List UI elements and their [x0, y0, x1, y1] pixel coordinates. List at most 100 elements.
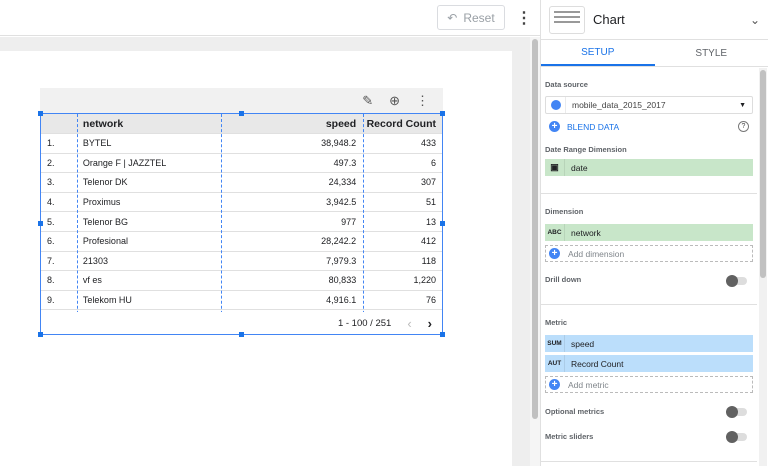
- row-index: 4.: [47, 197, 55, 208]
- data-source-select[interactable]: mobile_data_2015_2017 ▼: [545, 96, 753, 114]
- optional-metrics-toggle[interactable]: [726, 406, 747, 418]
- record-count-cell: 13: [425, 216, 436, 227]
- speed-cell: 4,916.1: [326, 295, 357, 306]
- table-row[interactable]: 7. 21303 7,979.3 118: [41, 252, 442, 272]
- network-cell: 21303: [82, 255, 108, 266]
- panel-header: Chart ⌄: [541, 0, 768, 40]
- more-options-icon[interactable]: ⋮: [516, 10, 532, 27]
- optional-metrics-label: Optional metrics: [545, 407, 605, 416]
- metric-label: Metric: [545, 318, 568, 327]
- prev-page-icon[interactable]: ‹: [407, 315, 412, 331]
- metric-chip-record-count[interactable]: AUT Record Count: [545, 355, 753, 372]
- drill-down-toggle[interactable]: [726, 275, 747, 287]
- data-source-icon: [546, 97, 566, 113]
- table-row[interactable]: 1. BYTEL 38,948.2 433: [41, 134, 442, 154]
- table-row[interactable]: 9. Telekom HU 4,916.1 76: [41, 291, 442, 311]
- edit-pencil-icon[interactable]: ✎: [362, 92, 374, 108]
- network-cell: BYTEL: [82, 138, 112, 149]
- speed-cell: 24,334: [328, 177, 357, 188]
- chart-toolbar: ✎ ⊕ ⋮: [40, 88, 443, 113]
- table-row[interactable]: 4. Proximus 3,942.5 51: [41, 193, 442, 213]
- next-page-icon[interactable]: ›: [427, 315, 432, 331]
- header-speed[interactable]: speed: [325, 117, 357, 130]
- panel-scrollbar[interactable]: [759, 68, 767, 466]
- speed-cell: 3,942.5: [326, 197, 357, 208]
- calendar-icon: ▣: [545, 159, 565, 176]
- network-cell: Proximus: [82, 197, 121, 208]
- undo-icon: ↶: [447, 10, 458, 25]
- row-index: 6.: [47, 236, 55, 247]
- record-count-cell: 76: [425, 295, 436, 306]
- tab-setup[interactable]: SETUP: [541, 40, 655, 66]
- canvas-scrollbar[interactable]: [530, 37, 540, 466]
- reset-button[interactable]: ↶ Reset: [437, 5, 505, 30]
- aggregation-sum-icon: SUM: [545, 335, 565, 352]
- setup-pane: Data source mobile_data_2015_2017 ▼ + BL…: [541, 68, 757, 466]
- record-count-cell: 1,220: [413, 275, 436, 286]
- tab-style[interactable]: STYLE: [695, 47, 728, 59]
- chart-menu-icon[interactable]: ⋮: [416, 92, 429, 108]
- blend-data-button[interactable]: + BLEND DATA: [549, 121, 619, 132]
- row-index: 1.: [47, 138, 55, 149]
- plus-icon: +: [549, 379, 560, 390]
- dimension-label: Dimension: [545, 207, 584, 216]
- speed-cell: 80,833: [328, 275, 357, 286]
- page-range: 1 - 100 / 251: [337, 317, 392, 329]
- panel-title: Chart: [593, 12, 625, 27]
- table-chart-icon[interactable]: [549, 5, 585, 34]
- row-index: 3.: [47, 177, 55, 188]
- table-row[interactable]: 5. Telenor BG 977 13: [41, 212, 442, 232]
- record-count-cell: 118: [421, 255, 436, 266]
- header-network[interactable]: network: [82, 117, 124, 130]
- table-row[interactable]: 2. Orange F | JAZZTEL 497.3 6: [41, 154, 442, 174]
- date-range-label: Date Range Dimension: [545, 145, 627, 154]
- metric-sliders-toggle[interactable]: [726, 431, 747, 443]
- header-record-count[interactable]: Record Count: [366, 117, 436, 130]
- add-metric-button[interactable]: + Add metric: [545, 376, 753, 393]
- metric-sliders-label: Metric sliders: [545, 432, 594, 441]
- network-cell: Orange F | JAZZTEL: [82, 157, 167, 168]
- speed-cell: 28,242.2: [321, 236, 357, 247]
- date-range-chip[interactable]: ▣ date: [545, 159, 753, 176]
- metric-chip-speed[interactable]: SUM speed: [545, 335, 753, 352]
- drill-down-label: Drill down: [545, 275, 582, 284]
- properties-panel: Chart ⌄ SETUP STYLE Data source mobile_d…: [540, 0, 768, 466]
- plus-icon: +: [549, 248, 560, 259]
- row-index: 7.: [47, 255, 55, 266]
- record-count-cell: 307: [420, 177, 436, 188]
- table-header-row: network speed Record Count: [41, 114, 442, 134]
- zoom-explore-icon[interactable]: ⊕: [389, 92, 400, 108]
- add-dimension-button[interactable]: + Add dimension: [545, 245, 753, 262]
- network-cell: vf es: [82, 275, 102, 286]
- row-index: 5.: [47, 216, 55, 227]
- table-row[interactable]: 8. vf es 80,833 1,220: [41, 271, 442, 291]
- top-toolbar: ↶ Reset ⋮: [0, 0, 540, 36]
- pagination: 1 - 100 / 251 ‹ ›: [41, 312, 442, 334]
- aggregation-auto-icon: AUT: [545, 355, 565, 372]
- network-cell: Profesional: [82, 236, 128, 247]
- table-row[interactable]: 3. Telenor DK 24,334 307: [41, 173, 442, 193]
- record-count-cell: 6: [430, 157, 436, 168]
- row-index: 2.: [47, 157, 55, 168]
- dropdown-arrow-icon: ▼: [739, 101, 746, 109]
- record-count-cell: 412: [420, 236, 436, 247]
- speed-cell: 7,979.3: [326, 255, 357, 266]
- row-index: 8.: [47, 275, 55, 286]
- network-cell: Telenor BG: [82, 216, 128, 227]
- speed-cell: 38,948.2: [321, 138, 357, 149]
- text-type-icon: ABC: [545, 224, 565, 241]
- table-frame: network speed Record Count 1. BYTEL 38,948…: [40, 113, 443, 335]
- network-cell: Telekom HU: [82, 295, 132, 306]
- help-icon[interactable]: ?: [738, 121, 749, 132]
- record-count-cell: 433: [420, 138, 436, 149]
- table-row[interactable]: 6. Profesional 28,242.2 412: [41, 232, 442, 252]
- record-count-cell: 51: [425, 197, 436, 208]
- speed-cell: 977: [341, 216, 357, 227]
- row-index: 9.: [47, 295, 55, 306]
- table-chart[interactable]: ✎ ⊕ ⋮ network speed Record Count 1. BYTEL…: [38, 88, 445, 337]
- chevron-down-icon[interactable]: ⌄: [749, 12, 760, 27]
- data-source-label: Data source: [545, 80, 588, 89]
- dimension-chip[interactable]: ABC network: [545, 224, 753, 241]
- speed-cell: 497.3: [333, 157, 357, 168]
- network-cell: Telenor DK: [82, 177, 128, 188]
